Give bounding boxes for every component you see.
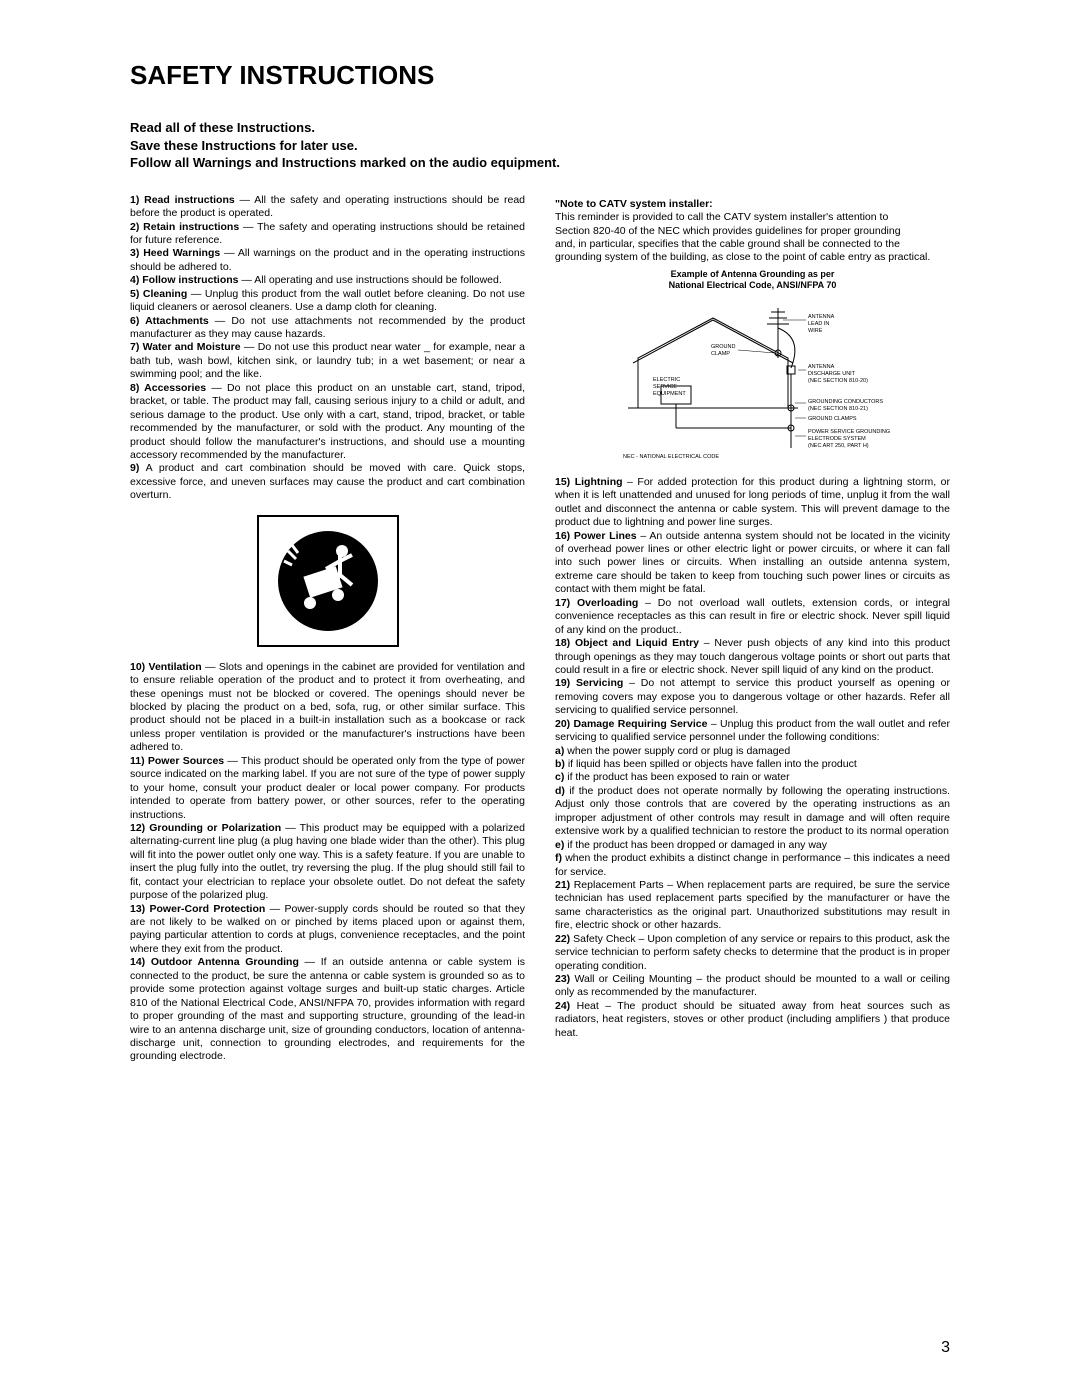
instruction-16: 16) Power Lines – An outside antenna sys…	[555, 530, 950, 597]
instruction-2: 2) Retain instructions — The safety and …	[130, 221, 525, 248]
instruction-1: 1) Read instructions — 1) Read instructi…	[130, 194, 525, 221]
instruction-18: 18) Object and Liquid Entry – Never push…	[555, 637, 950, 677]
right-column: "Note to CATV system installer: This rem…	[555, 194, 950, 1064]
svg-text:(NEC SECTION 810-20): (NEC SECTION 810-20)	[808, 378, 868, 384]
svg-text:WIRE: WIRE	[808, 328, 823, 334]
instruction-15: 15) Lightning – For added protection for…	[555, 476, 950, 530]
svg-text:SERVICE: SERVICE	[653, 384, 677, 390]
diagram-title: Example of Antenna Grounding as perNatio…	[555, 269, 950, 292]
instruction-5: 5) Cleaning — Unplug this product from t…	[130, 288, 525, 315]
svg-text:(NEC SECTION 810-21): (NEC SECTION 810-21)	[808, 406, 868, 412]
svg-text:EQUIPMENT: EQUIPMENT	[653, 391, 686, 397]
label-service-equipment: ELECTRIC	[653, 377, 680, 383]
page: SAFETY INSTRUCTIONS Read all of these In…	[0, 0, 1080, 1397]
instruction-21: 21) Replacement Parts – When replacement…	[555, 879, 950, 933]
condition-c: c) if the product has been exposed to ra…	[555, 771, 950, 784]
instruction-9: 9) A product and cart combination should…	[130, 462, 525, 502]
cart-warning-icon	[248, 511, 408, 651]
svg-text:(NEC ART 250, PART H): (NEC ART 250, PART H)	[808, 443, 869, 449]
label-discharge-unit: ANTENNA	[808, 364, 835, 370]
left-column: 1) Read instructions — 1) Read instructi…	[130, 194, 525, 1064]
condition-a: a) when the power supply cord or plug is…	[555, 745, 950, 758]
subtitle-line: Follow all Warnings and Instructions mar…	[130, 155, 560, 170]
instruction-22: 22) Safety Check – Upon completion of an…	[555, 933, 950, 973]
content-columns: 1) Read instructions — 1) Read instructi…	[130, 194, 950, 1064]
subtitle-line: Save these Instructions for later use.	[130, 138, 358, 153]
instruction-11: 11) Power Sources — This product should …	[130, 755, 525, 822]
instruction-20: 20) Damage Requiring Service – Unplug th…	[555, 718, 950, 745]
label-ground-clamps: GROUND CLAMPS	[808, 416, 857, 422]
instruction-23: 23) Wall or Ceiling Mounting – the produ…	[555, 973, 950, 1000]
instruction-4: 4) Follow instructions — All operating a…	[130, 274, 525, 287]
svg-text:ELECTRODE SYSTEM: ELECTRODE SYSTEM	[808, 436, 866, 442]
condition-d: d) if the product does not operate norma…	[555, 785, 950, 839]
instruction-17: 17) Overloading – Do not overload wall o…	[555, 597, 950, 637]
svg-text:CLAMP: CLAMP	[711, 351, 730, 357]
antenna-grounding-diagram: ANTENNA LEAD IN WIRE GROUND CLAMP ANTENN…	[603, 298, 903, 468]
instruction-3: 3) Heed Warnings — All warnings on the p…	[130, 247, 525, 274]
subtitle-line: Read all of these Instructions.	[130, 120, 315, 135]
page-number: 3	[941, 1339, 950, 1357]
instruction-13: 13) Power-Cord Protection — Power-supply…	[130, 903, 525, 957]
condition-b: b) if liquid has been spilled or objects…	[555, 758, 950, 771]
instruction-6: 6) Attachments — Do not use attachments …	[130, 315, 525, 342]
instruction-19: 19) Servicing – Do not attempt to servic…	[555, 677, 950, 717]
condition-f: f) when the product exhibits a distinct …	[555, 852, 950, 879]
svg-text:LEAD IN: LEAD IN	[808, 321, 829, 327]
instruction-14: 14) Outdoor Antenna Grounding — If an ou…	[130, 956, 525, 1064]
page-title: SAFETY INSTRUCTIONS	[130, 60, 950, 91]
condition-e: e) if the product has been dropped or da…	[555, 839, 950, 852]
instruction-12: 12) Grounding or Polarization — This pro…	[130, 822, 525, 903]
instruction-8: 8) Accessories — Do not place this produ…	[130, 382, 525, 463]
catv-note-body: This reminder is provided to call the CA…	[555, 211, 950, 265]
label-antenna: ANTENNA	[808, 314, 835, 320]
label-ground-clamp: GROUND	[711, 344, 735, 350]
label-grounding-conductors: GROUNDING CONDUCTORS	[808, 399, 883, 405]
svg-text:DISCHARGE UNIT: DISCHARGE UNIT	[808, 371, 856, 377]
label-nec: NEC - NATIONAL ELECTRICAL CODE	[623, 454, 719, 460]
instruction-7: 7) Water and Moisture — Do not use this …	[130, 341, 525, 381]
instruction-24: 24) Heat – The product should be situate…	[555, 1000, 950, 1040]
instruction-10: 10) Ventilation — Slots and openings in …	[130, 661, 525, 755]
label-power-service: POWER SERVICE GROUNDING	[808, 429, 890, 435]
catv-note-heading: "Note to CATV system installer:	[555, 198, 950, 211]
subtitle: Read all of these Instructions. Save the…	[130, 119, 950, 172]
